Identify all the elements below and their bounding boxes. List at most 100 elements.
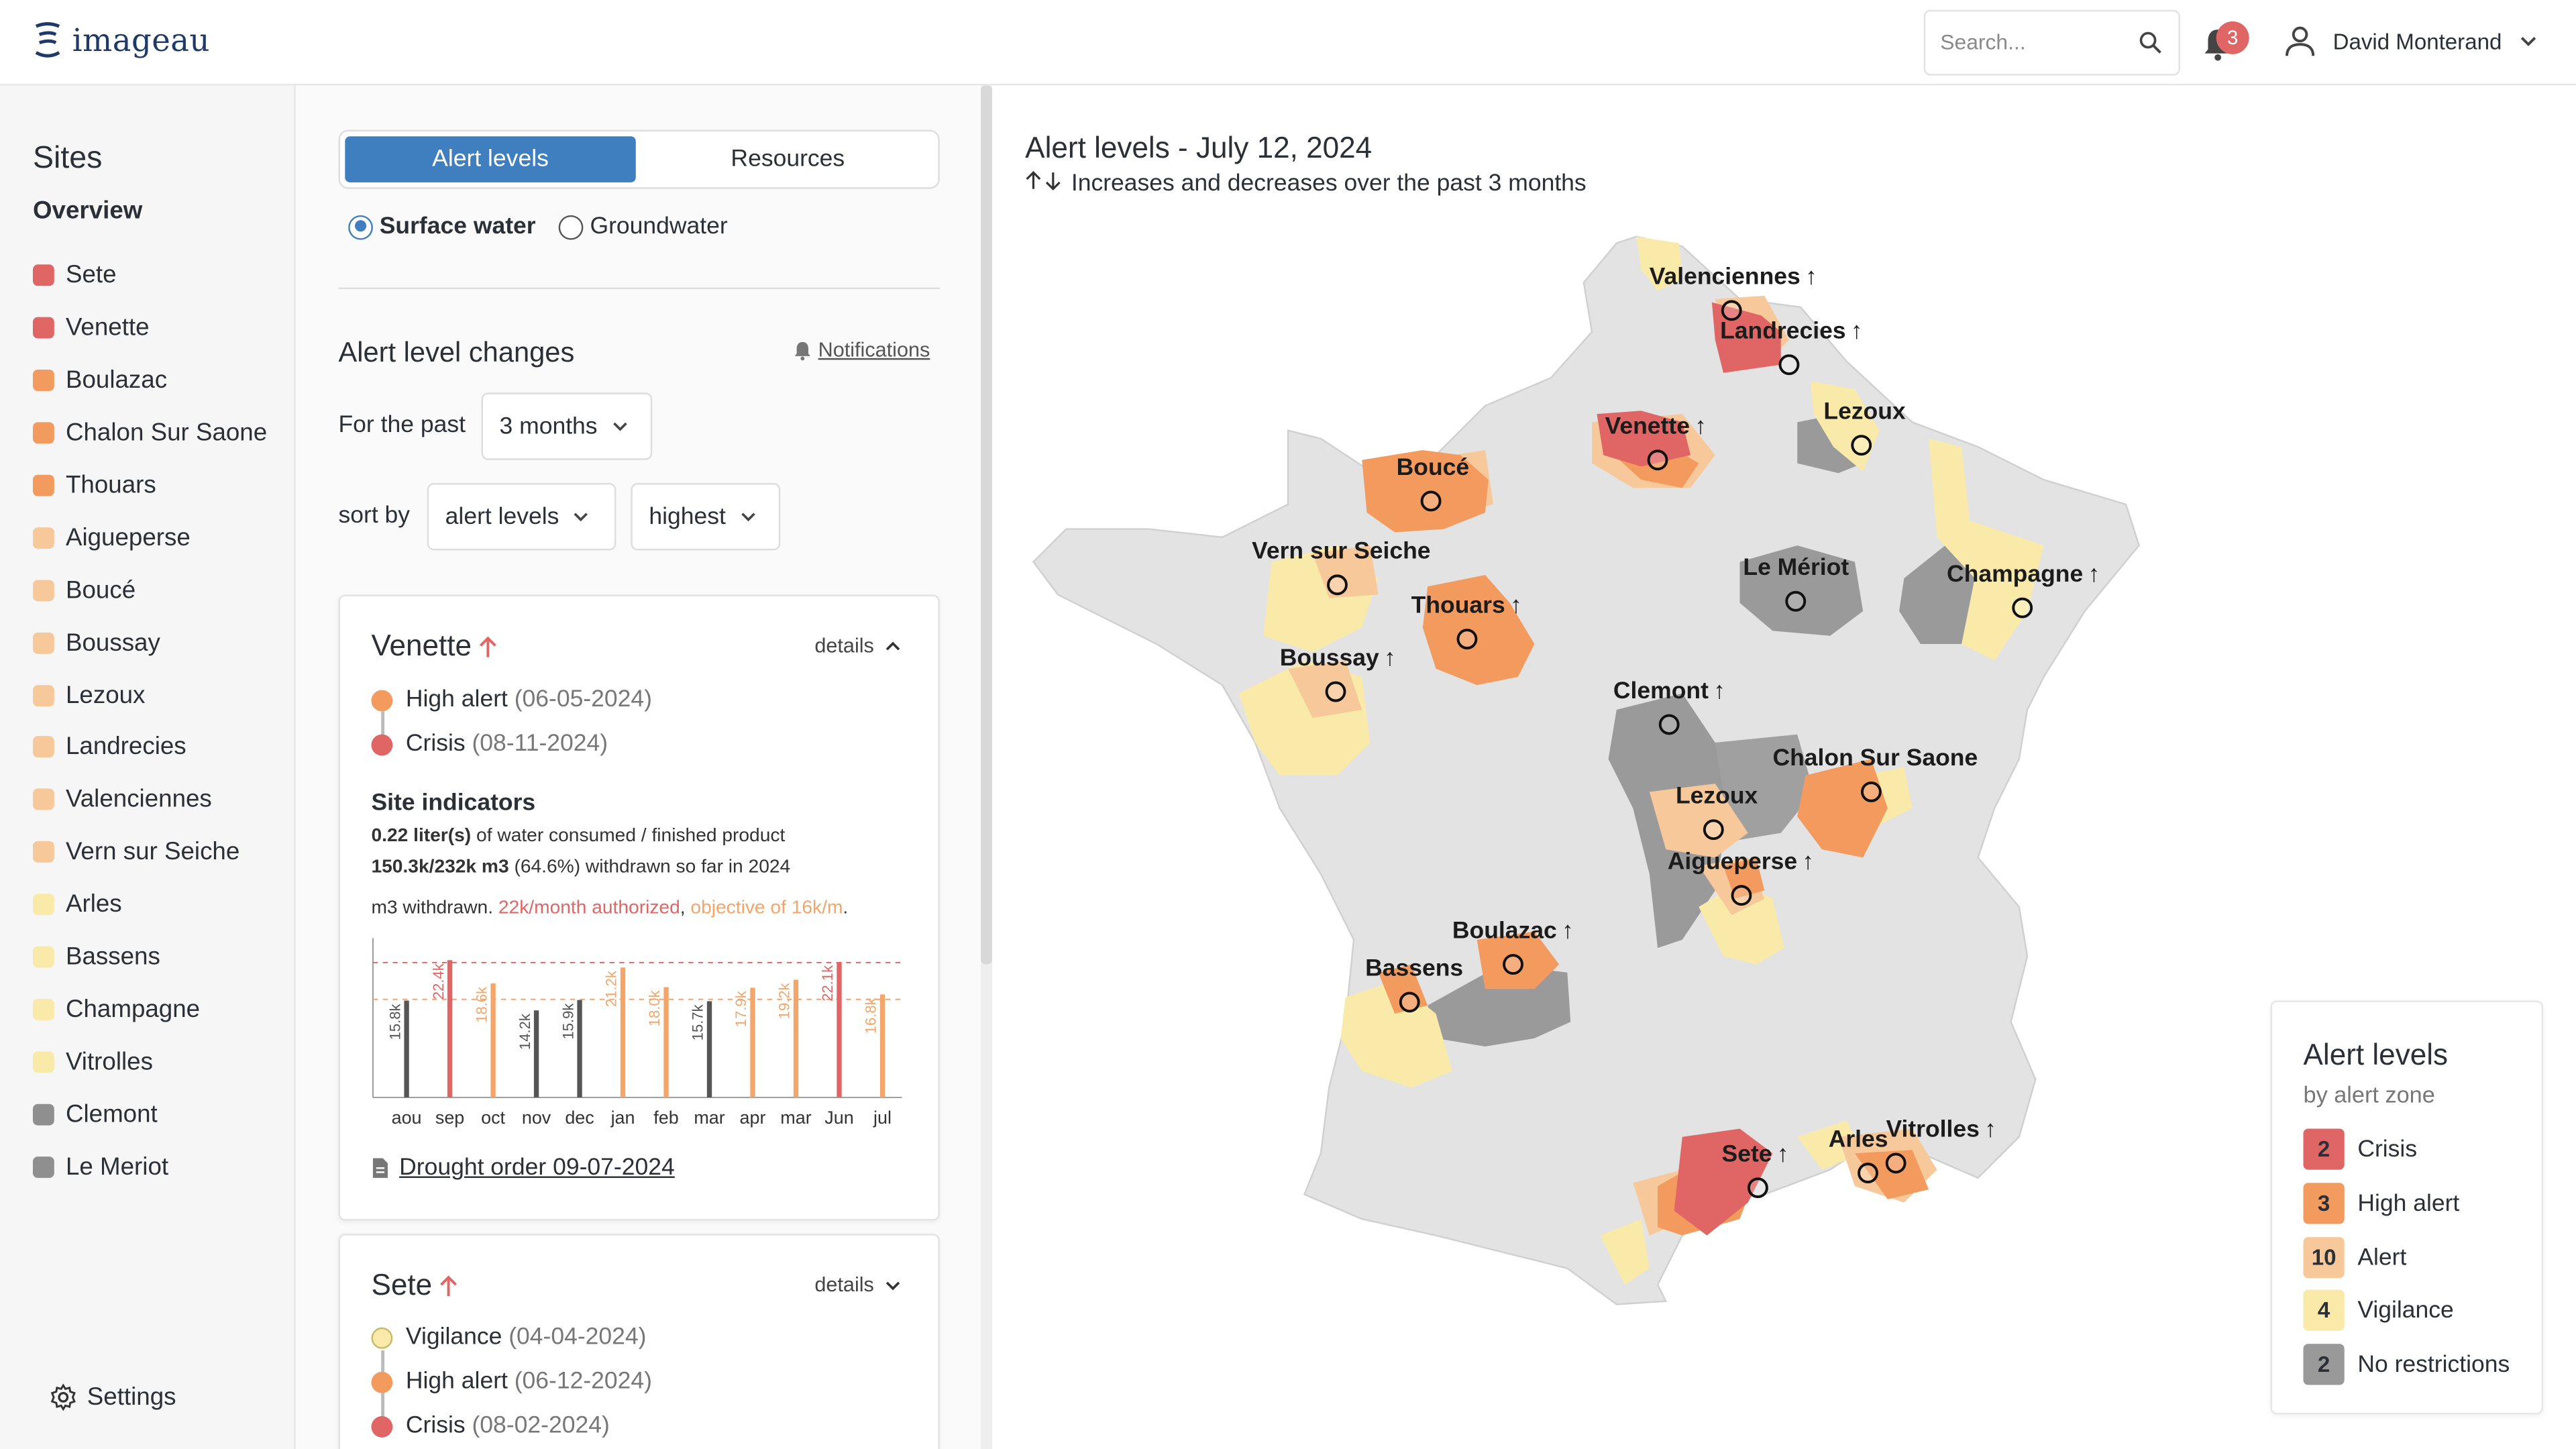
zone-lezoux-light[interactable] <box>1649 784 1748 858</box>
chart-bar[interactable] <box>663 987 669 1097</box>
site-marker[interactable] <box>1860 781 1882 802</box>
site-marker[interactable] <box>1851 435 1872 456</box>
sort-order-dropdown[interactable]: highest <box>631 483 781 551</box>
chart-bar[interactable] <box>750 987 755 1097</box>
sidebar-item-site[interactable]: Landrecies <box>32 721 267 773</box>
sidebar-item-site[interactable]: Chalon Sur Saone <box>32 407 267 460</box>
logo[interactable]: imageau <box>33 21 210 61</box>
sidebar-item-site[interactable]: Clemont <box>32 1088 267 1140</box>
radio-groundwater[interactable]: Groundwater <box>558 213 728 240</box>
sidebar-item-overview[interactable]: Overview <box>32 197 143 225</box>
radio-button[interactable] <box>558 214 584 239</box>
site-marker[interactable] <box>1785 590 1807 612</box>
zone-central-gray[interactable] <box>1715 734 1814 841</box>
site-marker[interactable] <box>1503 954 1523 975</box>
chart-bar[interactable] <box>620 967 626 1097</box>
radio-button-selected[interactable] <box>348 214 373 239</box>
zone-boulazac[interactable] <box>1477 931 1560 989</box>
sidebar-item-site[interactable]: Le Meriot <box>32 1140 267 1193</box>
sidebar-item-site[interactable]: Champagne <box>32 983 267 1036</box>
zone-aigueperse-yellow[interactable] <box>1699 882 1784 965</box>
tab-alert-levels[interactable]: Alert levels <box>345 136 636 182</box>
site-marker[interactable] <box>2012 597 2033 619</box>
search-icon[interactable] <box>2139 32 2162 54</box>
site-marker[interactable] <box>1647 449 1668 471</box>
chart-bar[interactable] <box>577 1000 582 1097</box>
site-marker[interactable] <box>1420 490 1442 512</box>
site-name: Boucé <box>1397 453 1470 480</box>
site-marker[interactable] <box>1327 574 1348 596</box>
zone-le-meriot[interactable] <box>1739 545 1864 636</box>
zone-champagne-gray[interactable] <box>1899 545 1978 645</box>
document-icon <box>372 1158 388 1178</box>
panel-scrollbar[interactable] <box>981 85 993 1449</box>
indicator-value: 150.3k/232k m3 <box>371 857 509 877</box>
zone-bassens[interactable] <box>1378 964 1428 1014</box>
chart-bar[interactable] <box>879 994 885 1097</box>
zone-valenciennes-yellow[interactable] <box>1636 236 1682 291</box>
zone-thouars[interactable] <box>1422 575 1535 686</box>
site-marker[interactable] <box>1721 300 1742 321</box>
site-marker[interactable] <box>1399 991 1420 1013</box>
settings-button[interactable]: Settings <box>49 1383 176 1411</box>
sidebar-item-site[interactable]: Valenciennes <box>32 773 267 826</box>
site-marker[interactable] <box>1748 1177 1768 1199</box>
chart-bar[interactable] <box>793 979 799 1097</box>
sidebar-item-site[interactable]: Vitrolles <box>32 1036 267 1088</box>
zone-aigueperse-orange[interactable] <box>1723 857 1765 899</box>
chart-bar[interactable] <box>533 1010 539 1097</box>
sidebar-item-site[interactable]: Boucé <box>32 564 267 616</box>
site-marker[interactable] <box>1731 885 1752 906</box>
site-marker[interactable] <box>1325 681 1346 702</box>
sidebar-item-site[interactable]: Lezoux <box>32 669 267 721</box>
sidebar-item-site[interactable]: Venette <box>32 302 267 354</box>
search-input[interactable] <box>1940 30 2135 54</box>
chart-bar[interactable] <box>706 1001 712 1097</box>
sidebar-item-site[interactable]: Boulazac <box>32 354 267 407</box>
chart-bar[interactable] <box>837 962 842 1097</box>
details-toggle[interactable]: details <box>814 1273 902 1296</box>
site-marker[interactable] <box>1778 354 1800 376</box>
sort-field-dropdown[interactable]: alert levels <box>427 483 616 551</box>
radio-surface-water[interactable]: Surface water <box>348 213 536 240</box>
notification-badge[interactable]: 3 <box>2216 21 2249 54</box>
sidebar-item-site[interactable]: Sete <box>32 250 267 302</box>
chevron-up-icon <box>885 641 900 650</box>
site-marker[interactable] <box>1885 1152 1907 1174</box>
map-site-label: Bassens <box>1365 955 1463 981</box>
zone-lezoux-north[interactable] <box>1797 414 1864 474</box>
sidebar-item-site[interactable]: Arles <box>32 878 267 930</box>
site-marker[interactable] <box>1658 714 1680 735</box>
alert-level-swatch <box>32 265 54 287</box>
zone-bassens-yellow[interactable] <box>1340 981 1452 1088</box>
zone-bouce[interactable] <box>1362 450 1489 533</box>
zone-sete[interactable] <box>1674 1128 1773 1236</box>
sidebar-item-label: Venette <box>65 314 150 343</box>
sidebar-item-site[interactable]: Aigueperse <box>32 512 267 564</box>
sidebar-item-site[interactable]: Thouars <box>32 460 267 512</box>
zone-boussay-light[interactable] <box>1288 660 1362 718</box>
user-menu[interactable]: David Monterand <box>2284 25 2538 58</box>
zone-sete-yellow[interactable] <box>1600 1219 1650 1285</box>
drought-order-link[interactable]: Drought order 09-07-2024 <box>371 1155 675 1181</box>
scrollbar-thumb[interactable] <box>981 85 993 965</box>
chart-bar[interactable] <box>404 1000 409 1097</box>
site-card-sete: Sete details Vigilance (04-04-2024) High… <box>338 1234 940 1449</box>
site-marker[interactable] <box>1456 629 1478 650</box>
period-dropdown[interactable]: 3 months <box>481 392 653 460</box>
sidebar-item-site[interactable]: Boussay <box>32 616 267 669</box>
sidebar-item-site[interactable]: Vern sur Seiche <box>32 826 267 878</box>
tab-resources[interactable]: Resources <box>731 146 845 173</box>
sidebar-item-site[interactable]: Bassens <box>32 931 267 983</box>
site-marker[interactable] <box>1703 819 1724 841</box>
zone-lezoux-yellow[interactable] <box>1810 381 1880 472</box>
notifications-link[interactable]: Notifications <box>792 338 930 362</box>
details-toggle[interactable]: details <box>814 634 902 657</box>
search-box[interactable] <box>1923 9 2180 76</box>
zone-arles-orange[interactable] <box>1854 1150 1929 1199</box>
chart-bar[interactable] <box>490 983 496 1097</box>
site-marker[interactable] <box>1858 1163 1878 1184</box>
zone-venette[interactable] <box>1597 411 1691 467</box>
chart-bar[interactable] <box>447 960 453 1097</box>
